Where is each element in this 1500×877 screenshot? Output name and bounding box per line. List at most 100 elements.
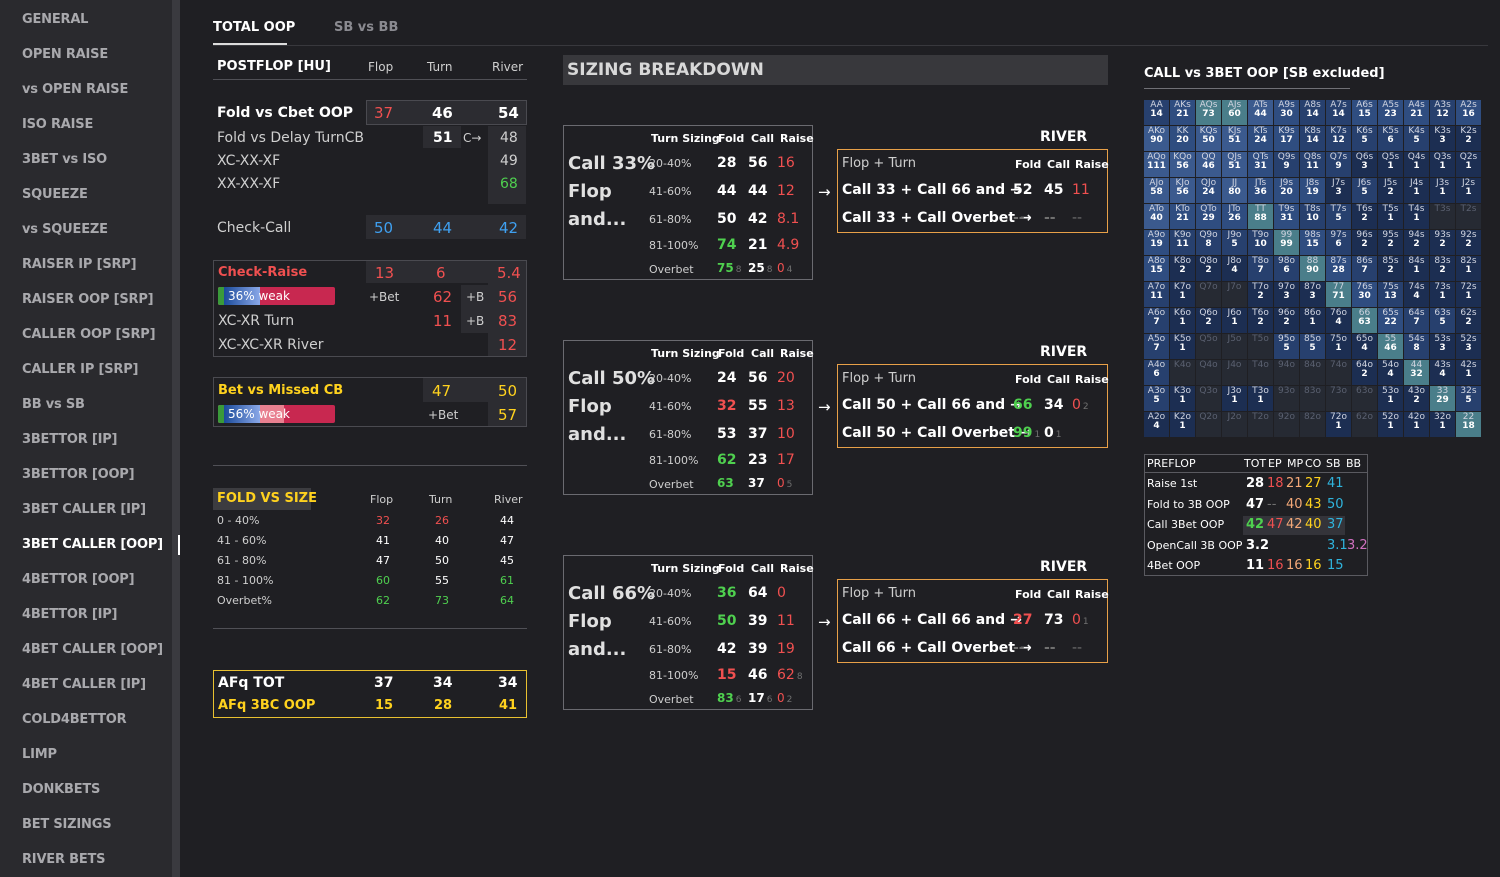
matrix-cell[interactable]: 43s 4 [1430,360,1455,385]
matrix-cell[interactable]: 97s 6 [1326,230,1351,255]
matrix-cell[interactable]: 32s 5 [1456,386,1481,411]
matrix-cell[interactable]: 43o 2 [1404,386,1429,411]
matrix-cell[interactable]: A7s 14 [1326,100,1351,125]
matrix-cell[interactable]: 52o 1 [1378,412,1403,437]
matrix-cell[interactable]: T7s 5 [1326,204,1351,229]
sidebar-item-3bettor-ip[interactable]: 3BETTOR [IP] [22,432,118,447]
matrix-cell[interactable]: 84o [1300,360,1325,385]
sidebar-item-open-raise[interactable]: OPEN RAISE [22,47,109,62]
matrix-cell[interactable]: T9o 10 [1248,230,1273,255]
matrix-cell[interactable]: A3s 12 [1430,100,1455,125]
matrix-cell[interactable]: 96s 2 [1352,230,1377,255]
matrix-cell[interactable]: 44 32 [1404,360,1429,385]
matrix-cell[interactable]: T5o [1248,334,1273,359]
matrix-cell[interactable]: 77 71 [1326,282,1351,307]
matrix-cell[interactable]: J9o 5 [1222,230,1247,255]
matrix-cell[interactable]: QTo 29 [1196,204,1221,229]
matrix-cell[interactable]: J5s 2 [1378,178,1403,203]
matrix-cell[interactable]: Q3s 1 [1430,152,1455,177]
matrix-cell[interactable]: K2s 2 [1456,126,1481,151]
matrix-cell[interactable]: Q2s 1 [1456,152,1481,177]
matrix-cell[interactable]: 66 63 [1352,308,1377,333]
matrix-cell[interactable]: 64s 7 [1404,308,1429,333]
sidebar-item-squeeze[interactable]: SQUEEZE [22,187,88,202]
matrix-cell[interactable]: J8o 4 [1222,256,1247,281]
matrix-cell[interactable]: ATs 44 [1248,100,1273,125]
matrix-cell[interactable]: TT 88 [1248,204,1273,229]
matrix-cell[interactable]: 53s 3 [1430,334,1455,359]
matrix-cell[interactable]: 92o [1274,412,1299,437]
matrix-cell[interactable]: 95s 2 [1378,230,1403,255]
matrix-cell[interactable]: Q5s 1 [1378,152,1403,177]
sidebar-item-limp[interactable]: LIMP [22,747,57,762]
matrix-cell[interactable]: A9s 30 [1274,100,1299,125]
sidebar-item-river-bets[interactable]: RIVER BETS [22,852,106,867]
matrix-cell[interactable]: J9s 20 [1274,178,1299,203]
matrix-cell[interactable]: QJs 51 [1222,152,1247,177]
matrix-cell[interactable]: 86s 7 [1352,256,1377,281]
matrix-cell[interactable]: KJo 56 [1170,178,1195,203]
matrix-cell[interactable]: 65o 4 [1352,334,1377,359]
tab-sb-vs-bb[interactable]: SB vs BB [334,20,399,35]
matrix-cell[interactable]: J4o [1222,360,1247,385]
matrix-cell[interactable]: 63s 5 [1430,308,1455,333]
matrix-cell[interactable]: J6s 5 [1352,178,1377,203]
matrix-cell[interactable]: J2s 1 [1456,178,1481,203]
matrix-cell[interactable]: 86o 1 [1300,308,1325,333]
matrix-cell[interactable]: K7s 12 [1326,126,1351,151]
matrix-cell[interactable]: KJs 51 [1222,126,1247,151]
matrix-cell[interactable]: 22 18 [1456,412,1481,437]
sidebar-item-3bet-caller-oop[interactable]: 3BET CALLER [OOP] [22,537,163,552]
matrix-cell[interactable]: 93o [1274,386,1299,411]
matrix-cell[interactable]: 98o 6 [1274,256,1299,281]
matrix-cell[interactable]: 84s 1 [1404,256,1429,281]
matrix-cell[interactable]: 75o 1 [1326,334,1351,359]
tab-total-oop[interactable]: TOTAL OOP [213,20,296,35]
matrix-cell[interactable]: 82o [1300,412,1325,437]
sidebar-item-raiser-ip-srp[interactable]: RAISER IP [SRP] [22,257,137,272]
matrix-cell[interactable]: Q5o [1196,334,1221,359]
matrix-cell[interactable]: 87o 3 [1300,282,1325,307]
matrix-cell[interactable]: J7s 3 [1326,178,1351,203]
matrix-cell[interactable]: A2o 4 [1144,412,1169,437]
matrix-cell[interactable]: Q4s 1 [1404,152,1429,177]
matrix-cell[interactable]: A3o 5 [1144,386,1169,411]
matrix-cell[interactable]: 55 46 [1378,334,1403,359]
matrix-cell[interactable]: 73o [1326,386,1351,411]
matrix-cell[interactable]: 85o 5 [1300,334,1325,359]
matrix-cell[interactable]: 94s 2 [1404,230,1429,255]
sidebar-item-3bet-vs-iso[interactable]: 3BET vs ISO [22,152,108,167]
matrix-cell[interactable]: AQo 111 [1144,152,1169,177]
matrix-cell[interactable]: Q8s 11 [1300,152,1325,177]
sidebar-item-general[interactable]: GENERAL [22,12,89,27]
matrix-cell[interactable]: AJs 60 [1222,100,1247,125]
matrix-cell[interactable]: 54o 4 [1378,360,1403,385]
matrix-cell[interactable]: A5o 7 [1144,334,1169,359]
matrix-cell[interactable]: T9s 31 [1274,204,1299,229]
matrix-cell[interactable]: 32o 1 [1430,412,1455,437]
matrix-cell[interactable]: A4s 21 [1404,100,1429,125]
matrix-cell[interactable]: 72o 1 [1326,412,1351,437]
matrix-cell[interactable]: 88 90 [1300,256,1325,281]
matrix-cell[interactable]: 65s 22 [1378,308,1403,333]
matrix-cell[interactable]: QJo 24 [1196,178,1221,203]
sidebar-scrollbar[interactable] [172,0,180,877]
matrix-cell[interactable]: A8s 14 [1300,100,1325,125]
matrix-cell[interactable]: 63o [1352,386,1377,411]
matrix-cell[interactable]: K6o 1 [1170,308,1195,333]
matrix-cell[interactable]: T7o 2 [1248,282,1273,307]
matrix-cell[interactable]: A6s 15 [1352,100,1377,125]
matrix-cell[interactable]: Q7s 9 [1326,152,1351,177]
matrix-cell[interactable]: 53o 1 [1378,386,1403,411]
sidebar-item-4bet-caller-oop[interactable]: 4BET CALLER [OOP] [22,642,163,657]
matrix-cell[interactable]: K9s 17 [1274,126,1299,151]
matrix-cell[interactable]: 42s 1 [1456,360,1481,385]
matrix-cell[interactable]: 42o 1 [1404,412,1429,437]
sidebar-item-caller-ip-srp[interactable]: CALLER IP [SRP] [22,362,139,377]
matrix-cell[interactable]: ATo 40 [1144,204,1169,229]
matrix-cell[interactable]: J8s 19 [1300,178,1325,203]
matrix-cell[interactable]: A4o 6 [1144,360,1169,385]
sidebar-item-4bettor-oop[interactable]: 4BETTOR [OOP] [22,572,135,587]
sidebar-item-3bettor-oop[interactable]: 3BETTOR [OOP] [22,467,135,482]
matrix-cell[interactable]: Q6o 2 [1196,308,1221,333]
